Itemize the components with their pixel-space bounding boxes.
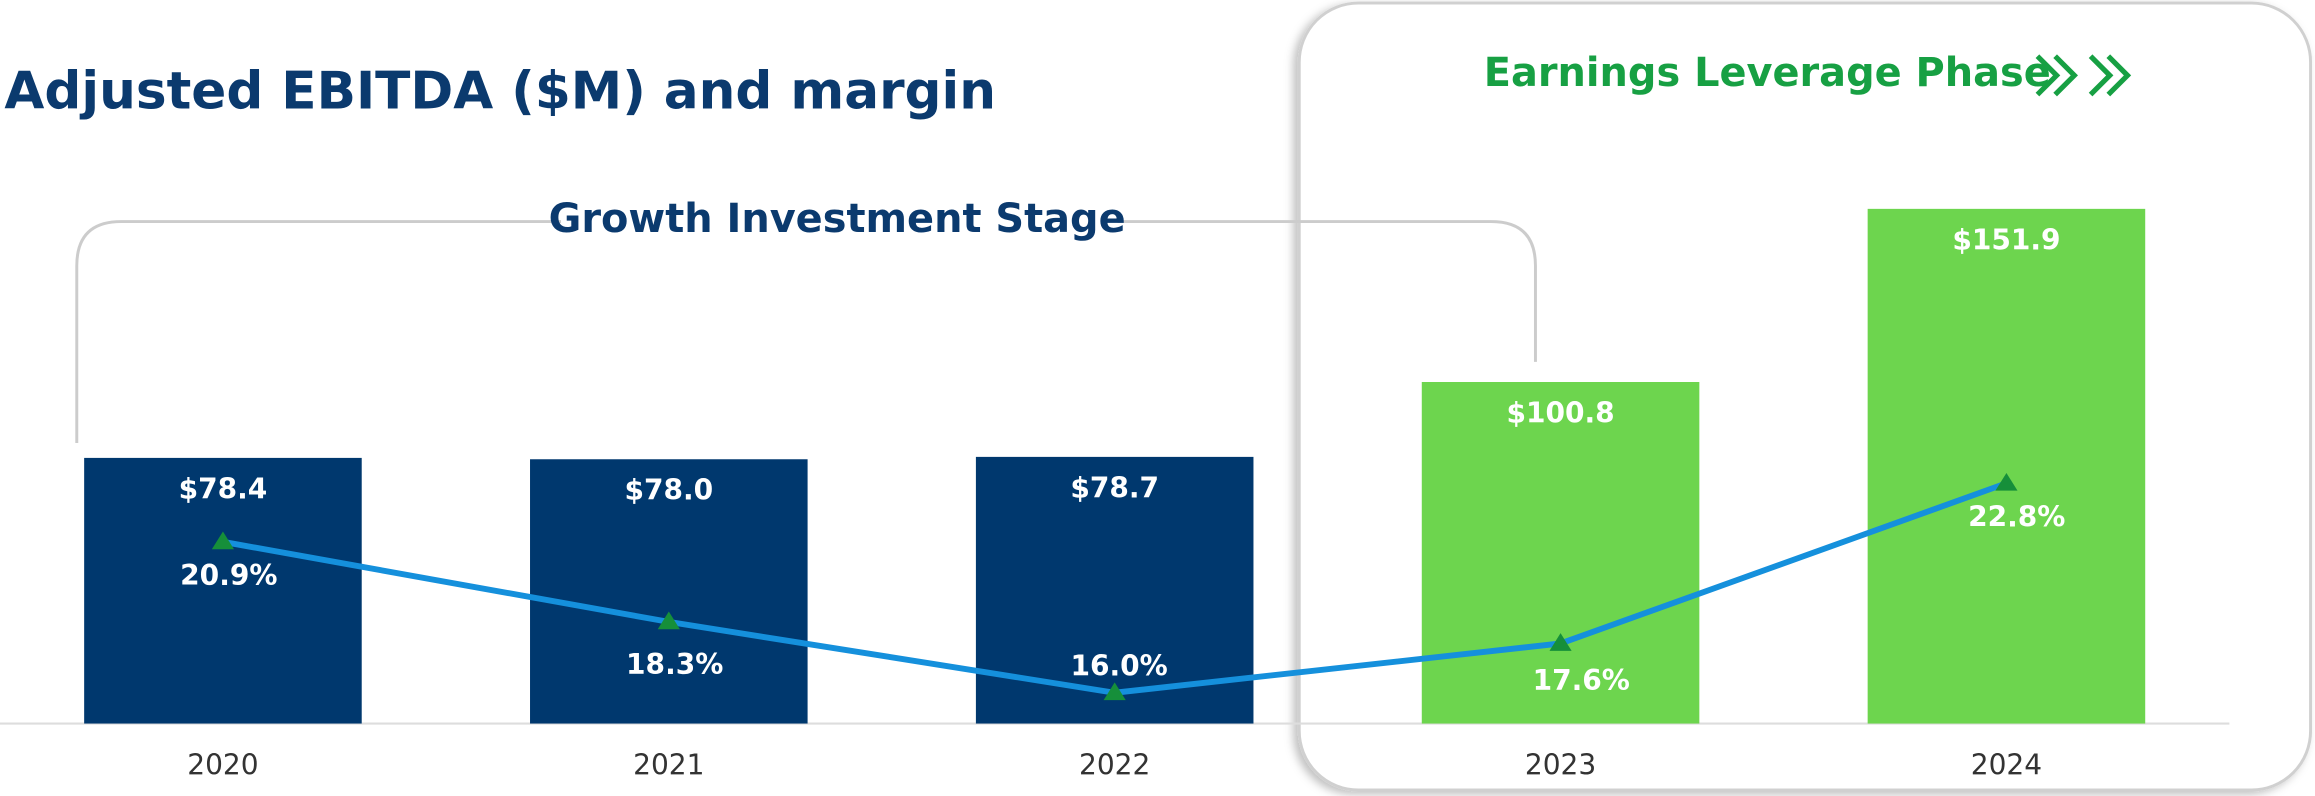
margin-marker [657, 611, 680, 630]
margin-marker [1103, 682, 1126, 701]
margin-value-label: 16.0% [1070, 650, 1167, 683]
x-tick-label: 2020 [187, 748, 258, 781]
chevrons [2035, 54, 2132, 97]
x-tick-label: 2023 [1525, 748, 1596, 781]
bar-value-label: $100.8 [1506, 396, 1614, 429]
margin-value-label: 18.3% [626, 648, 723, 681]
margin-marker [1995, 472, 2018, 491]
bar [84, 457, 362, 724]
margin-value-label: 20.9% [180, 559, 277, 592]
stage-label: Growth Investment Stage [549, 196, 1126, 242]
x-tick-label: 2024 [1971, 748, 2042, 781]
margin-value-label: 22.8% [1968, 501, 2065, 534]
x-tick-label: 2021 [633, 748, 704, 781]
margin-value-label: 17.6% [1533, 664, 1630, 697]
chart-title: Adjusted EBITDA ($M) and margin [4, 62, 996, 122]
bar-value-label: $78.4 [179, 472, 268, 505]
margin-marker [211, 531, 235, 550]
phase-label: Earnings Leverage Phase [1484, 50, 2051, 96]
x-tick-label: 2022 [1079, 748, 1150, 781]
stage-bracket [75, 220, 1537, 444]
bar-value-label: $78.0 [624, 474, 713, 507]
bar-value-label: $78.7 [1070, 471, 1159, 504]
bar [530, 459, 808, 724]
bar [1867, 208, 2146, 724]
margin-marker [1549, 633, 1572, 651]
bar [1421, 382, 1700, 724]
bar-value-label: $151.9 [1952, 223, 2060, 256]
